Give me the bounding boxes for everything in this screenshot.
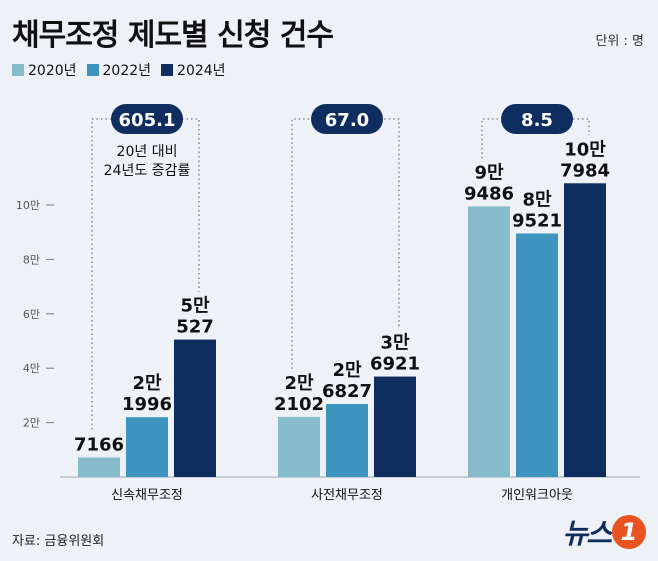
change-rate-value: 67.0 bbox=[325, 110, 369, 131]
bar-2020년 bbox=[78, 457, 120, 477]
y-tick-label: 2만 bbox=[23, 417, 40, 430]
logo-text: 뉴스 bbox=[562, 517, 612, 550]
bar-value-label: 1996 bbox=[122, 394, 172, 415]
y-tick-label: 10만 bbox=[16, 199, 40, 212]
change-rate-badge bbox=[501, 104, 573, 134]
legend-label: 2020년 bbox=[28, 63, 77, 79]
bar-value-label: 7166 bbox=[74, 435, 124, 456]
unit-label: 단위 : 명 bbox=[595, 34, 644, 49]
bracket-dotted-line bbox=[291, 118, 400, 369]
bar-value-label: 6921 bbox=[370, 354, 420, 375]
y-tick-label: 4만 bbox=[23, 362, 40, 375]
bar-2024년 bbox=[174, 339, 216, 477]
category-label: 신속채무조정 bbox=[111, 488, 183, 503]
change-rate-badge bbox=[111, 104, 183, 134]
logo-mark: 1 bbox=[612, 515, 646, 549]
bar-value-label: 6827 bbox=[322, 381, 372, 402]
bar-2024년 bbox=[564, 183, 606, 478]
legend-swatch bbox=[161, 64, 174, 76]
y-tick-label: 8만 bbox=[23, 253, 40, 266]
y-tick-label: 6만 bbox=[23, 308, 40, 321]
chart-title: 채무조정 제도별 신청 건수 bbox=[12, 18, 334, 53]
category-label: 개인워크아웃 bbox=[501, 488, 573, 503]
bar-value-label-line1: 5만 bbox=[180, 296, 210, 317]
legend-item-2020: 2020년 bbox=[12, 60, 77, 80]
legend-swatch bbox=[86, 64, 99, 76]
bar-value-label-line1: 2만 bbox=[332, 360, 362, 381]
source-note: 자료: 금융위원회 bbox=[12, 534, 105, 549]
change-note: 24년도 증감률 bbox=[104, 163, 191, 179]
bar-2020년 bbox=[468, 206, 510, 478]
legend-item-2022: 2022년 bbox=[86, 60, 152, 80]
change-rate-badge bbox=[311, 104, 383, 134]
bar-2022년 bbox=[126, 417, 168, 477]
category-label: 사전채무조정 bbox=[311, 488, 383, 503]
change-note: 20년 대비 bbox=[117, 144, 178, 160]
bar-value-label-line1: 3만 bbox=[380, 333, 410, 354]
legend-label: 2024년 bbox=[177, 63, 226, 79]
bar-value-label: 9486 bbox=[464, 183, 514, 204]
change-rate-value: 605.1 bbox=[119, 110, 176, 131]
bar-value-label: 2102 bbox=[274, 394, 324, 415]
bar-2022년 bbox=[516, 233, 558, 477]
bar-value-label-line1: 2만 bbox=[132, 373, 162, 394]
news1-logo: 뉴스 1 bbox=[562, 512, 646, 552]
bar-2020년 bbox=[278, 416, 320, 477]
legend: 2020년 2022년 2024년 bbox=[12, 60, 226, 80]
bar-value-label-line1: 10만 bbox=[564, 139, 606, 160]
bar-2022년 bbox=[326, 404, 368, 477]
legend-item-2024: 2024년 bbox=[161, 60, 226, 80]
bar-value-label-line1: 8만 bbox=[522, 190, 552, 211]
legend-swatch bbox=[12, 64, 24, 76]
bar-value-label: 527 bbox=[176, 317, 214, 338]
legend-label: 2022년 bbox=[102, 63, 152, 79]
change-rate-value: 8.5 bbox=[521, 110, 553, 131]
bar-value-label: 7984 bbox=[560, 160, 610, 181]
bar-value-label-line1: 2만 bbox=[284, 373, 314, 394]
bar-value-label-line1: 9만 bbox=[474, 162, 504, 183]
bar-value-label: 9521 bbox=[512, 211, 562, 232]
bar-2024년 bbox=[374, 376, 416, 477]
